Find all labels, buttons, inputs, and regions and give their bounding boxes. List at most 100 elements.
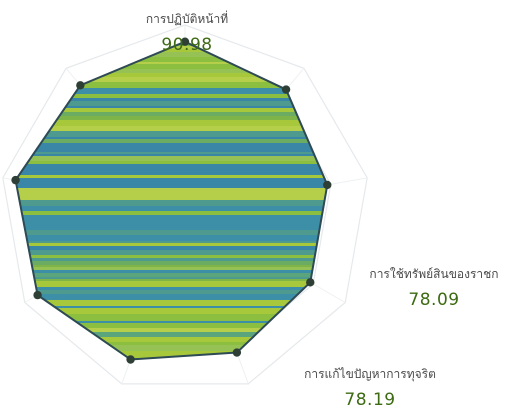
axis-name-label: การแก้ไขปัญหาการทุจริต [304, 367, 436, 381]
fill-band [15, 355, 328, 358]
fill-band [15, 145, 328, 149]
fill-band [0, 361, 532, 367]
fill-band [15, 126, 328, 131]
fill-band [15, 241, 328, 243]
fill-band [15, 200, 328, 206]
fill-band [15, 62, 328, 64]
fill-band [15, 143, 328, 145]
fill-band [15, 279, 328, 281]
fill-band [15, 211, 328, 215]
fill-band [15, 351, 328, 355]
fill-band [15, 316, 328, 321]
fill-band [15, 225, 328, 230]
grid-ring-0 [2, 24, 368, 385]
data-point-7 [11, 175, 20, 185]
fill-band [15, 342, 328, 345]
fill-band [15, 277, 328, 279]
fill-band [0, 8, 532, 12]
fill-band [15, 137, 328, 139]
fill-band [15, 175, 328, 178]
fill-band [15, 82, 328, 88]
fill-band [0, 392, 532, 394]
fill-band [15, 345, 328, 351]
axis-label-3: การแก้ไขปัญหาการทุจริต 78.19 [304, 365, 436, 410]
fill-band [15, 230, 328, 235]
fill-band [0, 400, 532, 404]
fill-band [0, 387, 532, 392]
fill-band [15, 270, 328, 273]
fill-band [15, 258, 328, 261]
fill-band [15, 156, 328, 161]
axis-value-label: 90.98 [161, 35, 213, 55]
fill-band [15, 294, 328, 300]
axis-name-label: การปฏิบัติหน้าที่ [145, 12, 229, 26]
fill-band [15, 73, 328, 77]
fill-band [15, 235, 328, 241]
fill-band [15, 221, 328, 225]
fill-band [15, 88, 328, 94]
fill-band [0, 381, 532, 385]
fill-band [15, 255, 328, 258]
data-point-0 [180, 37, 190, 46]
fill-band [15, 188, 328, 194]
fill-band [15, 243, 328, 246]
fill-band [15, 49, 328, 52]
fill-band [15, 164, 328, 169]
data-point-8 [76, 81, 85, 90]
fill-band [15, 273, 328, 277]
fill-band [15, 321, 328, 323]
fill-band [15, 215, 328, 221]
fill-band [15, 287, 328, 290]
fill-band [15, 52, 328, 57]
fill-band [15, 323, 328, 328]
fill-band [0, 26, 532, 32]
fill-band [15, 43, 328, 46]
fill-band [15, 64, 328, 69]
fill-band [0, 22, 532, 26]
fill-band [15, 154, 328, 156]
fill-band [15, 178, 328, 182]
fill-band [0, 12, 532, 17]
fill-band [15, 169, 328, 175]
fill-band [15, 152, 328, 154]
fill-band [15, 98, 328, 101]
fill-band [15, 265, 328, 267]
fill-band [15, 120, 328, 126]
fill-band [15, 250, 328, 255]
fill-band [0, 4, 532, 8]
fill-band [15, 69, 328, 73]
fill-band [15, 206, 328, 211]
axis-value-label: 78.09 [408, 290, 460, 310]
fill-band [15, 281, 328, 287]
data-point-1 [281, 85, 291, 94]
fill-band [15, 358, 328, 360]
fill-band [15, 46, 328, 49]
fill-band [15, 57, 328, 62]
fill-band [0, 34, 532, 39]
fill-band [15, 246, 328, 250]
axis-name-label: การใช้ทรัพย์สินของราชก [369, 267, 499, 281]
fill-band [0, 385, 532, 387]
axis-label-2: การใช้ทรัพย์สินของราชก 78.09 [369, 265, 498, 310]
fill-band [0, 0, 532, 4]
fill-band [15, 290, 328, 294]
fill-band [15, 149, 328, 152]
fill-band [15, 112, 328, 116]
data-point-2 [323, 180, 332, 190]
data-points [11, 37, 332, 364]
fill-band [15, 139, 328, 143]
data-point-6 [33, 290, 42, 300]
fill-band [15, 314, 328, 316]
fill-band [15, 116, 328, 120]
fill-band [0, 32, 532, 34]
data-point-4 [232, 348, 242, 357]
fill-band [15, 332, 328, 337]
fill-band [15, 161, 328, 164]
fill-band [0, 17, 532, 22]
fill-band [15, 328, 328, 332]
fill-band [15, 337, 328, 342]
fill-band [15, 106, 328, 108]
fill-band [15, 41, 328, 43]
fill-band [15, 94, 328, 98]
